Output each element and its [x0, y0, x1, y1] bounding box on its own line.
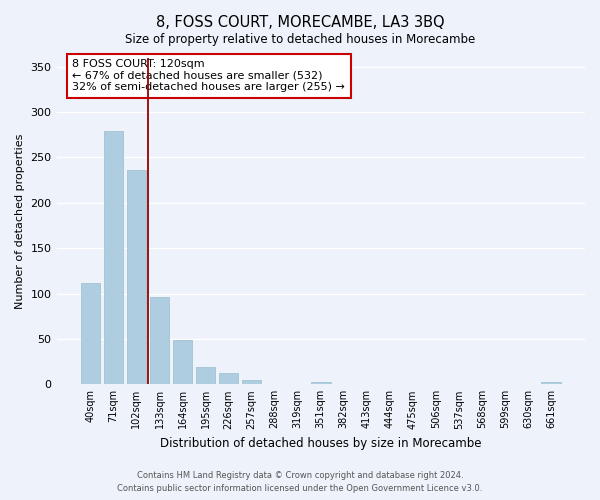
- Text: 8 FOSS COURT: 120sqm
← 67% of detached houses are smaller (532)
32% of semi-deta: 8 FOSS COURT: 120sqm ← 67% of detached h…: [73, 59, 345, 92]
- X-axis label: Distribution of detached houses by size in Morecambe: Distribution of detached houses by size …: [160, 437, 482, 450]
- Bar: [311, 382, 331, 384]
- Bar: [219, 374, 238, 384]
- Bar: [104, 131, 123, 384]
- Bar: [173, 340, 193, 384]
- Bar: [149, 297, 169, 384]
- Text: Contains HM Land Registry data © Crown copyright and database right 2024.
Contai: Contains HM Land Registry data © Crown c…: [118, 471, 482, 493]
- Text: 8, FOSS COURT, MORECAMBE, LA3 3BQ: 8, FOSS COURT, MORECAMBE, LA3 3BQ: [155, 15, 445, 30]
- Bar: [242, 380, 262, 384]
- Bar: [127, 170, 146, 384]
- Bar: [196, 367, 215, 384]
- Bar: [80, 282, 100, 384]
- Bar: [541, 382, 561, 384]
- Y-axis label: Number of detached properties: Number of detached properties: [15, 133, 25, 308]
- Text: Size of property relative to detached houses in Morecambe: Size of property relative to detached ho…: [125, 32, 475, 46]
